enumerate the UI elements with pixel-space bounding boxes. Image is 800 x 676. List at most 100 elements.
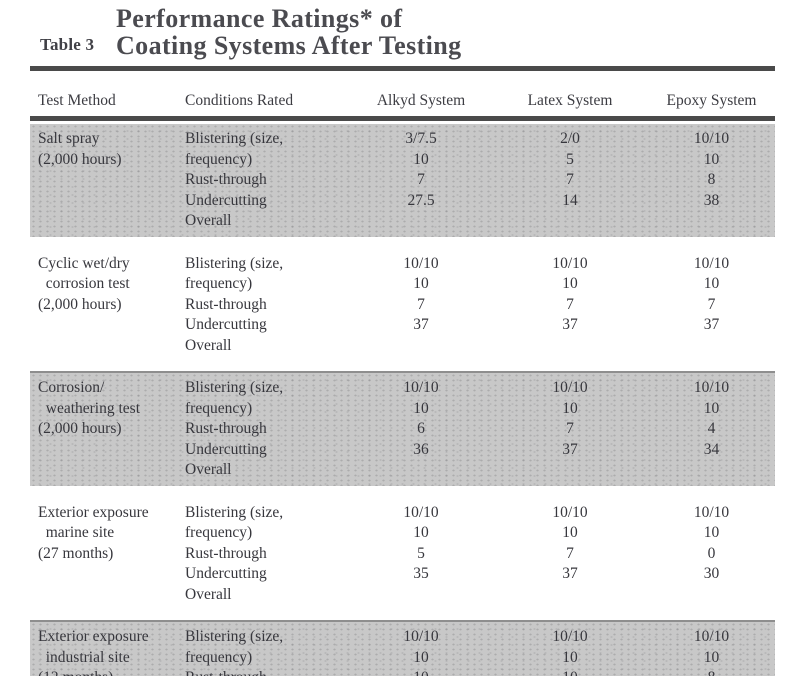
epoxy-value: 7 (707, 295, 716, 313)
epoxy-value: 34 (703, 440, 720, 458)
latex-value: 5 (566, 150, 574, 168)
test-method-cell: Salt spray (2,000 hours) (30, 129, 175, 232)
condition-label: Blistering (size, frequency) (185, 628, 284, 666)
latex-value: 7 (566, 171, 574, 188)
test-method-line: Exterior exposure (38, 628, 149, 645)
table-group: Salt spray (2,000 hours) Blistering (size,… (30, 124, 775, 237)
test-method-line: weathering test (38, 399, 141, 417)
alkyd-value: 10/10 (403, 628, 439, 645)
column-header-row: Test Method Conditions Rated Alkyd Syste… (30, 91, 775, 110)
latex-values-cell: 10/10101040 (492, 627, 648, 676)
table-title-line1: Performance Ratings* of (116, 4, 403, 33)
header-horizontal-rule (30, 116, 775, 121)
epoxy-value: 8 (648, 668, 775, 676)
alkyd-value: 35 (413, 565, 429, 582)
latex-values-cell: 10/10 10 7 37 (492, 254, 648, 357)
latex-value: 7 (566, 544, 574, 562)
table-group: Exterior exposure industrial site (12 mon… (30, 620, 775, 676)
column-header-epoxy-system: Epoxy System (666, 92, 757, 109)
epoxy-value: 30 (703, 565, 720, 582)
condition-label: Undercutting (185, 565, 267, 582)
alkyd-value: 10/10 (403, 254, 439, 272)
latex-value: 37 (562, 565, 578, 582)
condition-label: Overall (185, 461, 232, 478)
epoxy-value: 10 (703, 524, 720, 541)
condition-label: Undercutting (185, 191, 267, 209)
latex-value: 10 (562, 648, 578, 666)
latex-value: 10 (562, 399, 578, 417)
test-method-line: (2,000 hours) (38, 295, 122, 313)
latex-value: 7 (566, 295, 574, 313)
latex-value: 10 (562, 275, 578, 292)
epoxy-value: 10 (703, 399, 720, 417)
latex-value: 10/10 (552, 503, 588, 521)
alkyd-value: 36 (413, 440, 429, 458)
test-method-line: industrial site (38, 648, 130, 666)
alkyd-value: 10 (413, 648, 429, 666)
latex-value: 10 (492, 668, 648, 676)
column-header-latex-system: Latex System (527, 92, 613, 109)
condition-label: Rust-through (185, 668, 350, 676)
latex-value: 37 (562, 316, 578, 333)
alkyd-value: 10 (413, 150, 429, 168)
epoxy-value: 0 (707, 544, 716, 562)
test-method-line: Exterior exposure (38, 503, 149, 521)
alkyd-values-cell: 10/10101040 (350, 627, 492, 676)
condition-label: Rust-through (185, 171, 267, 188)
test-method-cell: Cyclic wet/dry corrosion test (2,000 hour… (30, 254, 175, 357)
latex-value: 10/10 (552, 379, 588, 396)
epoxy-value: 38 (703, 191, 720, 209)
table-body: Salt spray (2,000 hours) Blistering (size,… (0, 124, 800, 676)
alkyd-value: 5 (417, 544, 425, 562)
epoxy-value: 8 (707, 171, 716, 188)
alkyd-value: 10/10 (403, 379, 439, 396)
epoxy-value: 10/10 (693, 254, 730, 272)
condition-label: Blistering (size, frequency) (185, 379, 284, 417)
epoxy-value: 10 (703, 150, 720, 168)
test-method-line: (2,000 hours) (38, 150, 122, 168)
test-method-line: marine site (38, 524, 115, 541)
test-method-line: corrosion test (38, 275, 130, 292)
alkyd-values-cell: 10/10 10 6 36 (350, 378, 492, 481)
latex-value: 10/10 (552, 628, 588, 645)
test-method-line: Corrosion/ (38, 379, 105, 396)
alkyd-value: 7 (417, 295, 425, 313)
test-method-line: (12 months) (38, 668, 175, 676)
alkyd-value: 10/10 (403, 503, 439, 521)
alkyd-value: 27.5 (407, 191, 435, 209)
epoxy-values-cell: 10/10 10 7 37 (648, 254, 775, 357)
latex-value: 14 (562, 191, 578, 209)
column-header-alkyd-system: Alkyd System (376, 92, 466, 109)
condition-label: Blistering (size, frequency) (185, 254, 284, 293)
latex-values-cell: 2/0 5 7 14 (492, 129, 648, 232)
epoxy-values-cell: 10/10 10 0 30 (648, 503, 775, 606)
alkyd-values-cell: 10/10 10 7 37 (350, 254, 492, 357)
latex-value: 10 (562, 524, 578, 541)
column-header-test-method: Test Method (38, 92, 116, 109)
conditions-cell: Blistering (size, frequency) Rust-through… (175, 254, 350, 357)
epoxy-value: 10/10 (693, 379, 730, 396)
latex-value: 37 (562, 440, 578, 458)
alkyd-value: 3/7.5 (405, 130, 437, 147)
epoxy-value: 10 (703, 275, 720, 292)
test-method-cell: Corrosion/ weathering test (2,000 hours) (30, 378, 175, 481)
condition-label: Overall (185, 585, 232, 603)
table-title: Performance Ratings* of Coating Systems … (116, 5, 462, 59)
condition-label: Overall (185, 336, 232, 354)
test-method-line: Cyclic wet/dry (38, 254, 130, 272)
top-horizontal-rule (30, 66, 775, 71)
alkyd-value: 37 (413, 316, 429, 333)
alkyd-value: 10 (413, 275, 429, 292)
latex-value: 7 (566, 420, 574, 437)
condition-label: Undercutting (185, 440, 267, 458)
alkyd-value: 7 (417, 171, 425, 188)
test-method-cell: Exterior exposure industrial site (12 mon… (30, 627, 175, 676)
latex-values-cell: 10/10 10 7 37 (492, 378, 648, 481)
conditions-cell: Blistering (size, frequency) Rust-through… (175, 129, 350, 232)
condition-label: Blistering (size, frequency) (185, 130, 284, 168)
table-group: Corrosion/ weathering test (2,000 hours) B… (30, 371, 775, 486)
epoxy-values-cell: 10/10 10 4 34 (648, 378, 775, 481)
